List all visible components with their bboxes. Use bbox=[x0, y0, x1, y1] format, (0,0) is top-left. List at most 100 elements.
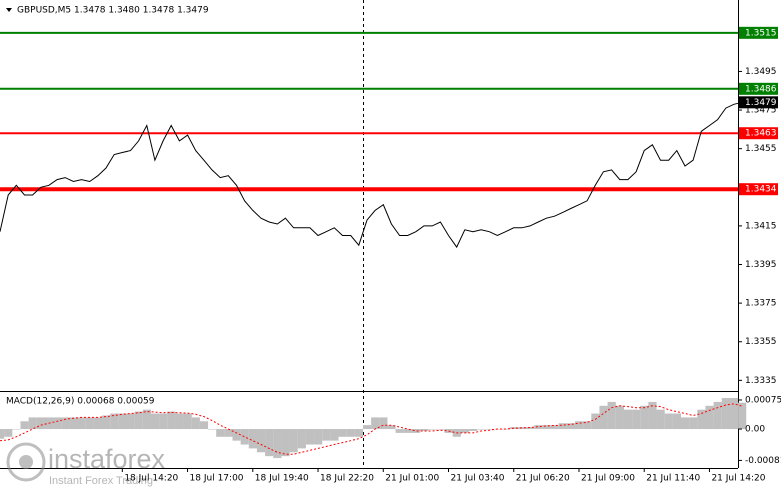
price-line bbox=[0, 101, 743, 249]
brand: instaforex bbox=[48, 444, 166, 474]
logo bbox=[6, 442, 46, 482]
macd-bar bbox=[289, 429, 298, 453]
signal-line bbox=[0, 403, 743, 455]
x-tick-label: 18 Jul 14:20 bbox=[124, 474, 178, 484]
macd-bar bbox=[395, 429, 404, 433]
macd-bar bbox=[517, 427, 527, 430]
watermark: instaforex Instant Forex Trading bbox=[6, 442, 166, 487]
macd-bar bbox=[477, 429, 486, 430]
macd-bar bbox=[680, 417, 690, 430]
macd-bar bbox=[664, 413, 673, 430]
level-label: 1.3463 bbox=[745, 129, 777, 139]
macd-bar bbox=[583, 421, 592, 430]
macd-bar bbox=[566, 423, 576, 430]
x-tick-label: 18 Jul 19:40 bbox=[255, 474, 309, 484]
macd-bar bbox=[175, 413, 184, 430]
x-tick-label: 21 Jul 09:00 bbox=[581, 474, 635, 484]
macd-bar bbox=[672, 413, 682, 430]
macd-bar bbox=[420, 429, 429, 431]
macd-bar bbox=[558, 423, 567, 430]
x-tick-label: 21 Jul 14:20 bbox=[711, 474, 765, 484]
macd-bar bbox=[314, 429, 323, 445]
macd-bar bbox=[468, 429, 478, 431]
y-tick-label: 1.3355 bbox=[745, 337, 777, 347]
macd-bar bbox=[159, 413, 168, 430]
macd-bar bbox=[208, 429, 217, 430]
macd-bar bbox=[534, 425, 543, 430]
y-tick-label: 1.3395 bbox=[745, 260, 777, 270]
macd-bar bbox=[134, 411, 143, 430]
macd-bar bbox=[167, 411, 176, 430]
x-tick-label: 21 Jul 11:40 bbox=[646, 474, 700, 484]
macd-bar bbox=[607, 401, 616, 430]
macd-bar bbox=[428, 429, 437, 430]
macd-bar bbox=[273, 429, 282, 459]
current-price: 1.3479 bbox=[745, 98, 777, 108]
y-tick-label: 0.00 bbox=[745, 425, 765, 435]
y-tick-label: 0.00075 bbox=[745, 395, 781, 405]
macd-bar bbox=[411, 429, 421, 433]
macd-bar bbox=[574, 421, 584, 430]
macd-bar bbox=[689, 417, 698, 430]
level-tag bbox=[739, 183, 778, 196]
macd-bar bbox=[183, 413, 192, 430]
macd-bar bbox=[61, 417, 70, 430]
level-label: 1.3434 bbox=[745, 185, 777, 195]
macd-bar bbox=[4, 429, 13, 437]
macd-bar bbox=[36, 417, 45, 430]
macd-bar bbox=[387, 425, 396, 430]
macd-bar bbox=[232, 429, 241, 441]
macd-bar bbox=[77, 417, 86, 430]
current-tag bbox=[739, 96, 778, 109]
macd-bar bbox=[713, 401, 722, 430]
macd-bar bbox=[126, 413, 135, 430]
y-tick-label: 1.3375 bbox=[745, 299, 777, 309]
macd-bar bbox=[648, 401, 657, 430]
macd-bar bbox=[20, 421, 29, 430]
y-tick-label: 1.3415 bbox=[745, 221, 777, 231]
macd-bar bbox=[460, 429, 470, 433]
macd-bar bbox=[354, 429, 364, 437]
level-label: 1.3515 bbox=[745, 28, 777, 38]
x-tick-label: 21 Jul 06:20 bbox=[516, 474, 570, 484]
macd-bar bbox=[623, 409, 633, 430]
macd-bar bbox=[599, 405, 608, 430]
y-tick-label: 1.3335 bbox=[745, 376, 777, 386]
y-tick-label: 1.3495 bbox=[745, 67, 777, 77]
macd-bar bbox=[256, 429, 266, 453]
macd-bar bbox=[403, 429, 412, 433]
x-tick-label: 18 Jul 17:00 bbox=[190, 474, 244, 484]
macd-bar bbox=[550, 425, 559, 430]
macd-bar bbox=[436, 429, 445, 430]
macd-bar bbox=[697, 409, 706, 430]
macd-bar bbox=[110, 413, 119, 430]
macd-bar bbox=[142, 409, 151, 430]
macd-bar bbox=[102, 415, 111, 430]
level-tag bbox=[739, 26, 778, 39]
macd-bar bbox=[330, 429, 339, 441]
macd-bar bbox=[542, 425, 551, 430]
macd-bar bbox=[362, 425, 372, 430]
macd-bar bbox=[118, 413, 127, 430]
x-tick-label: 21 Jul 01:00 bbox=[385, 474, 439, 484]
x-tick-label: 18 Jul 22:20 bbox=[320, 474, 374, 484]
macd-bar bbox=[150, 413, 160, 430]
slogan: Instant Forex Trading bbox=[49, 475, 153, 487]
macd-bar bbox=[69, 417, 78, 430]
y-tick-label: 1.3475 bbox=[745, 106, 777, 116]
macd-title: MACD(12,26,9) 0.00068 0.00059 bbox=[6, 397, 155, 407]
y-tick-label: -0.00081 bbox=[745, 456, 781, 466]
macd-bar bbox=[85, 417, 94, 430]
level-label: 1.3486 bbox=[745, 84, 777, 94]
macd-bar bbox=[240, 429, 249, 445]
macd-bar bbox=[632, 409, 641, 430]
menu-arrow bbox=[6, 8, 12, 12]
macd-bar bbox=[53, 417, 62, 430]
macd-bar bbox=[640, 405, 649, 430]
macd-bar bbox=[721, 398, 730, 430]
macd-bar bbox=[738, 402, 747, 430]
macd-bar bbox=[12, 429, 21, 430]
y-tick-label: 1.3455 bbox=[745, 144, 777, 154]
macd-bar bbox=[526, 427, 535, 430]
macd-bar bbox=[591, 413, 600, 430]
